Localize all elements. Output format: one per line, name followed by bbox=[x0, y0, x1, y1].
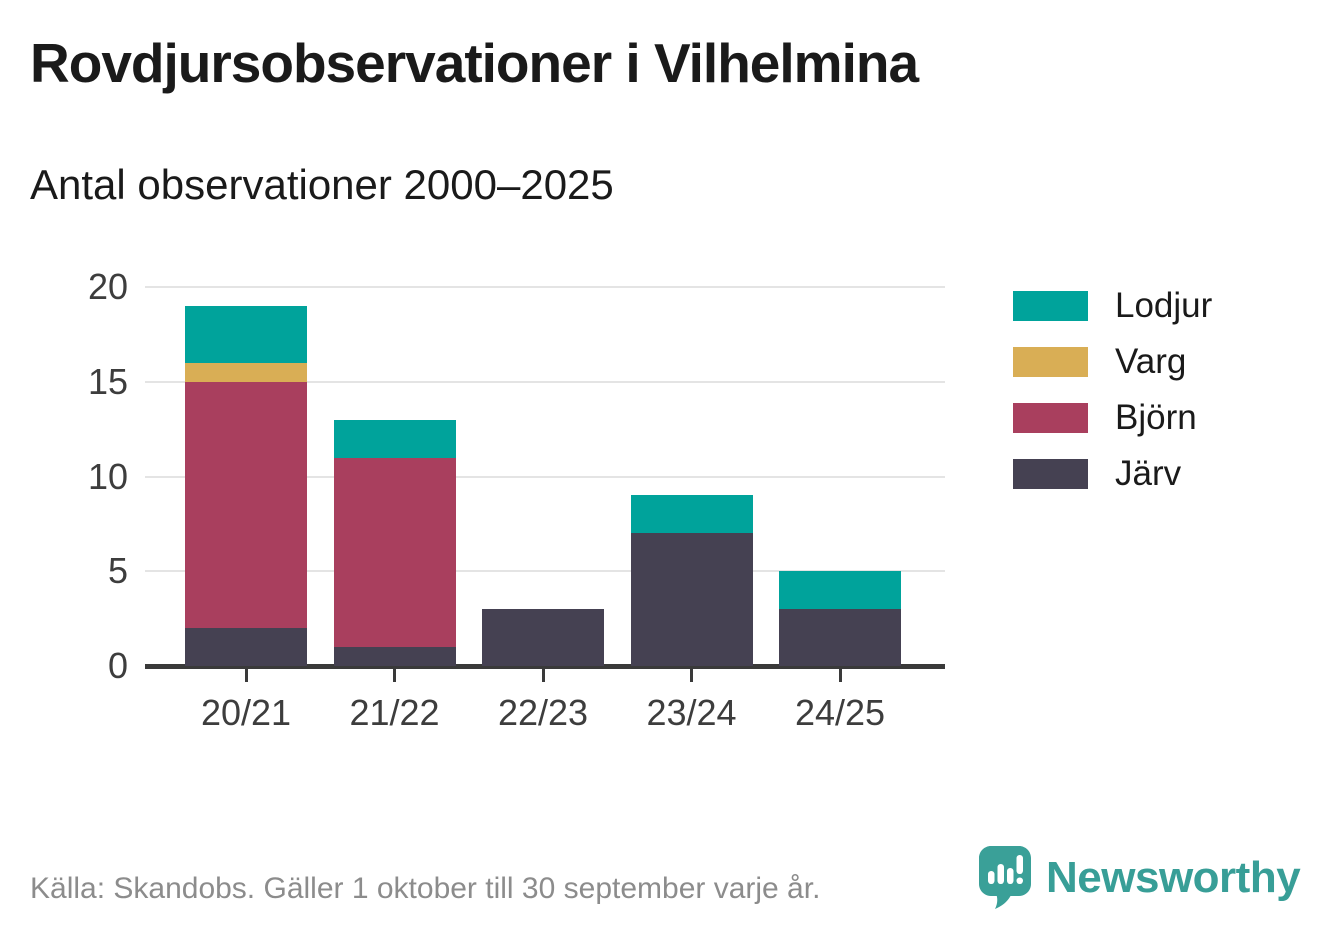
x-tick bbox=[393, 669, 396, 682]
y-tick-label: 15 bbox=[87, 360, 128, 402]
y-tick-label: 10 bbox=[87, 455, 128, 497]
bar-segment-varg-20/21 bbox=[185, 362, 307, 382]
chart-subtitle: Antal observationer 2000–2025 bbox=[30, 161, 614, 208]
bar-segment-björn-20/21 bbox=[185, 381, 307, 629]
chart-title: Rovdjursobservationer i Vilhelmina bbox=[30, 32, 919, 94]
gridline-20 bbox=[145, 286, 945, 288]
legend-label: Järv bbox=[1115, 454, 1182, 493]
legend-item-lodjur: Lodjur bbox=[1013, 286, 1212, 325]
x-tick bbox=[244, 669, 248, 682]
y-tick-label: 20 bbox=[87, 266, 128, 307]
legend-item-varg: Varg bbox=[1013, 342, 1212, 381]
x-tick bbox=[838, 669, 842, 682]
gridline-15 bbox=[145, 380, 945, 383]
bar-segment-järv-23/24 bbox=[630, 533, 753, 666]
bar-segment-lodjur-20/21 bbox=[185, 305, 307, 363]
bar-segment-järv-24/25 bbox=[779, 609, 901, 666]
x-tick bbox=[541, 669, 545, 682]
gridline-10 bbox=[145, 475, 945, 478]
bar-segment-lodjur-21/22 bbox=[333, 419, 456, 458]
bar-segment-lodjur-23/24 bbox=[630, 495, 753, 534]
bar-20/21 bbox=[185, 287, 307, 666]
x-tick-label: 22/23 bbox=[497, 692, 589, 733]
x-tick-label: 20/21 bbox=[200, 692, 292, 733]
newsworthy-pin-icon bbox=[979, 846, 1031, 909]
bar-22/23 bbox=[482, 287, 604, 666]
source-note: Källa: Skandobs. Gäller 1 oktober till 3… bbox=[30, 872, 821, 905]
legend-label: Lodjur bbox=[1115, 286, 1213, 325]
x-tick bbox=[690, 669, 693, 682]
bar-23/24 bbox=[630, 287, 753, 666]
legend-swatch-järv bbox=[1013, 459, 1088, 489]
legend-swatch-varg bbox=[1013, 347, 1088, 377]
legend-swatch-lodjur bbox=[1013, 291, 1088, 321]
legend-label: Varg bbox=[1115, 342, 1187, 381]
legend-label: Björn bbox=[1115, 398, 1197, 437]
x-tick-label: 23/24 bbox=[646, 692, 737, 733]
bar-segment-järv-21/22 bbox=[333, 647, 456, 666]
legend: Lodjur Varg Björn Järv bbox=[1013, 286, 1212, 493]
gridline-5 bbox=[145, 570, 945, 573]
x-tick-label: 21/22 bbox=[349, 692, 440, 733]
x-tick-label: 24/25 bbox=[794, 692, 886, 733]
legend-item-björn: Björn bbox=[1013, 398, 1212, 437]
legend-swatch-björn bbox=[1013, 403, 1088, 433]
newsworthy-logo: Newsworthy bbox=[978, 845, 1301, 911]
y-tick-label: 5 bbox=[107, 550, 128, 592]
bar-21/22 bbox=[333, 287, 456, 666]
y-tick-label: 0 bbox=[107, 645, 128, 686]
bar-segment-järv-22/23 bbox=[482, 609, 604, 666]
bar-segment-lodjur-24/25 bbox=[779, 571, 901, 610]
legend-item-järv: Järv bbox=[1013, 454, 1212, 493]
bar-segment-björn-21/22 bbox=[333, 457, 456, 648]
bar-24/25 bbox=[779, 287, 901, 666]
bar-segment-järv-20/21 bbox=[185, 628, 307, 666]
x-axis-line bbox=[145, 663, 945, 669]
newsworthy-wordmark: Newsworthy bbox=[1046, 853, 1301, 902]
